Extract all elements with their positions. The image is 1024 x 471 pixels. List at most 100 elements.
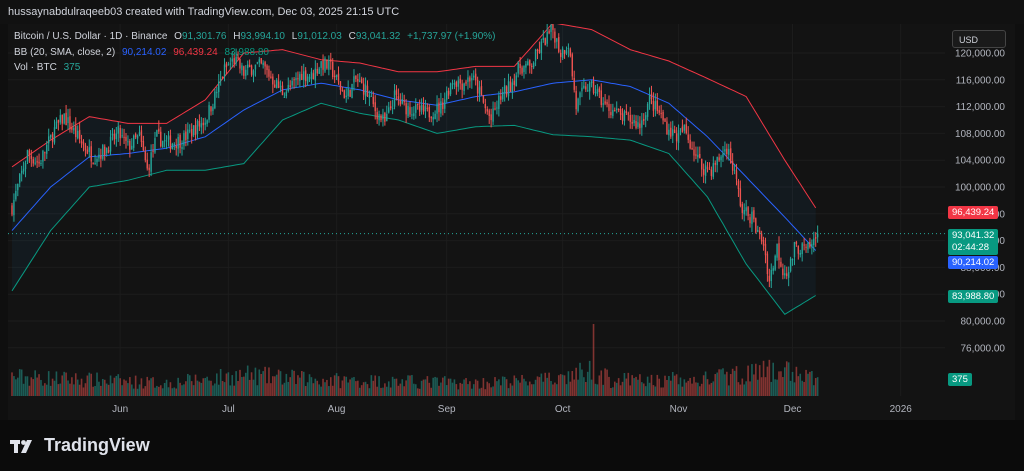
candle-body <box>701 158 703 170</box>
bb-upper-badge: 96,439.24 <box>948 206 999 219</box>
volume-bar <box>801 380 803 396</box>
volume-bar <box>577 379 579 396</box>
volume-bar <box>123 379 125 396</box>
last-price: 93,041.32 <box>952 230 995 241</box>
candle-body <box>592 80 595 93</box>
candle-body <box>310 71 313 80</box>
candle-body <box>355 75 357 80</box>
x-tick-label: 2026 <box>890 404 913 415</box>
bb-label[interactable]: BB (20, SMA, close, 2) <box>14 47 116 58</box>
volume-bar <box>156 385 158 396</box>
volume-bar <box>608 376 610 396</box>
volume-bar <box>73 384 75 396</box>
volume-bar <box>353 377 355 396</box>
volume-bar <box>183 384 185 396</box>
volume-bar <box>397 385 400 396</box>
volume-bar <box>772 362 775 396</box>
candle-body <box>285 91 288 97</box>
candle-body <box>702 169 705 175</box>
candle-body <box>594 92 597 94</box>
volume-bar <box>418 388 421 396</box>
volume-bar <box>337 376 340 396</box>
candle-body <box>550 24 552 32</box>
volume-bar <box>766 366 769 396</box>
volume-bar <box>430 387 433 396</box>
vol-label[interactable]: Vol · BTC <box>14 62 57 73</box>
volume-bar <box>144 386 147 396</box>
volume-bar <box>499 385 502 396</box>
candle-body <box>527 61 529 66</box>
volume-bar <box>712 381 715 396</box>
volume-bar <box>252 379 255 396</box>
volume-bar <box>47 371 50 396</box>
volume-bar <box>331 385 334 396</box>
candle-body <box>40 163 42 165</box>
candle-body <box>76 131 79 139</box>
candle-body <box>204 122 206 125</box>
volume-bar <box>165 379 168 396</box>
candle-body <box>807 242 809 250</box>
volume-bar <box>107 384 110 396</box>
candle-body <box>745 207 747 212</box>
volume-bar <box>229 385 232 396</box>
currency-selector[interactable]: USD <box>952 30 1006 48</box>
candle-body <box>146 159 148 169</box>
volume-bar <box>613 381 616 396</box>
candle-body <box>154 138 156 153</box>
candle-body <box>183 133 185 146</box>
volume-bar <box>561 374 564 396</box>
bb-lower-badge: 83,988.80 <box>948 290 999 303</box>
candle-body <box>264 62 266 67</box>
candle-body <box>67 117 69 124</box>
candle-body <box>190 129 193 137</box>
volume-bar <box>28 385 31 396</box>
volume-bar <box>115 375 118 396</box>
volume-bar <box>476 380 479 396</box>
volume-bar <box>312 383 315 396</box>
volume-bar <box>150 378 152 396</box>
bb-basis-value: 90,214.02 <box>121 47 167 58</box>
candle-body <box>316 68 318 74</box>
volume-bar <box>722 368 724 396</box>
volume-bar <box>668 376 670 396</box>
candle-body <box>672 129 674 136</box>
volume-bar <box>329 377 332 396</box>
volume-bar <box>639 374 641 396</box>
volume-bar <box>469 381 471 396</box>
candle-body <box>662 111 664 121</box>
candle-body <box>86 149 89 154</box>
candle-body <box>275 79 278 88</box>
volume-bar <box>627 372 630 396</box>
change-value: +1,737.97 (+1.90%) <box>407 31 496 42</box>
candle-body <box>90 146 92 162</box>
candle-body <box>621 113 624 121</box>
symbol-title[interactable]: Bitcoin / U.S. Dollar · 1D · Binance <box>14 31 168 42</box>
candle-body <box>757 229 759 232</box>
candle-body <box>341 89 344 91</box>
candle-body <box>789 258 792 272</box>
candle-body <box>345 95 347 98</box>
volume-bar <box>295 384 297 396</box>
volume-bar <box>289 377 292 396</box>
volume-bar <box>374 375 377 396</box>
candle-body <box>233 58 235 64</box>
candle-body <box>22 168 25 172</box>
candle-body <box>467 77 469 82</box>
candle-body <box>258 59 260 63</box>
y-tick-label: 108,000.00 <box>955 129 1005 140</box>
tradingview-logo[interactable]: TradingView <box>10 435 150 456</box>
y-tick-label: 80,000.00 <box>961 317 1006 328</box>
candle-body <box>212 107 214 111</box>
volume-bar <box>382 387 384 396</box>
volume-bar <box>784 367 786 396</box>
candle-body <box>30 155 33 159</box>
candle-body <box>289 85 291 87</box>
price-chart[interactable]: Jun Jul Aug Sep Oct Nov Dec 2026 <box>8 22 945 420</box>
candle-body <box>737 180 740 190</box>
candle-body <box>797 245 800 254</box>
candle-body <box>291 80 293 86</box>
price-axis[interactable]: 76,000.0080,000.0084,000.0088,000.0092,0… <box>945 24 1015 420</box>
chart-pane[interactable]: Jun Jul Aug Sep Oct Nov Dec 2026 <box>8 22 945 420</box>
volume-bar <box>167 387 170 396</box>
volume-bar <box>351 377 353 396</box>
